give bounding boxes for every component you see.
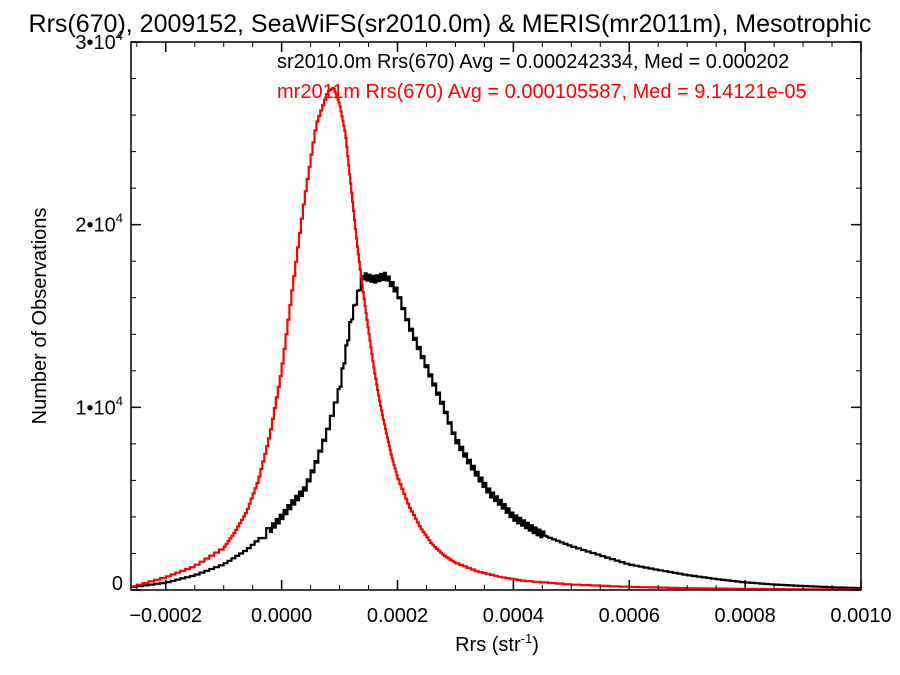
y-axis-label: Number of Observations [29,208,51,425]
x-tick-label-5: 0.0008 [715,605,776,627]
plot-frame [130,41,862,591]
x-axis-label: Rrs (str-1) [455,631,539,656]
y-tick-label-0: 0 [112,573,123,595]
y-tick-label-1: 1•104 [75,393,123,419]
x-tick-label-0: −0.0002 [129,605,202,627]
y-tick-label-3: 3•104 [75,28,123,54]
annotation-1: sr2010.0m Rrs(670) Avg = 0.000242334, Me… [277,51,789,73]
chart-title: Rrs(670), 2009152, SeaWiFS(sr2010.0m) & … [29,10,872,38]
histogram-series-1 [131,271,863,590]
x-axis-label-superscript: -1 [521,631,533,646]
x-tick-label-3: 0.0004 [483,605,544,627]
x-tick-label-4: 0.0006 [599,605,660,627]
x-tick-label-1: 0.0000 [251,605,312,627]
x-axis-label-close: ) [532,634,539,656]
annotation-2: mr2011m Rrs(670) Avg = 0.000105587, Med … [277,81,807,103]
x-tick-label-6: 0.0010 [830,605,891,627]
y-tick-label-2: 2•104 [75,211,123,237]
x-tick-label-2: 0.0002 [367,605,428,627]
histogram-series-2 [131,86,861,591]
x-axis-label-main: Rrs (str [455,634,521,656]
